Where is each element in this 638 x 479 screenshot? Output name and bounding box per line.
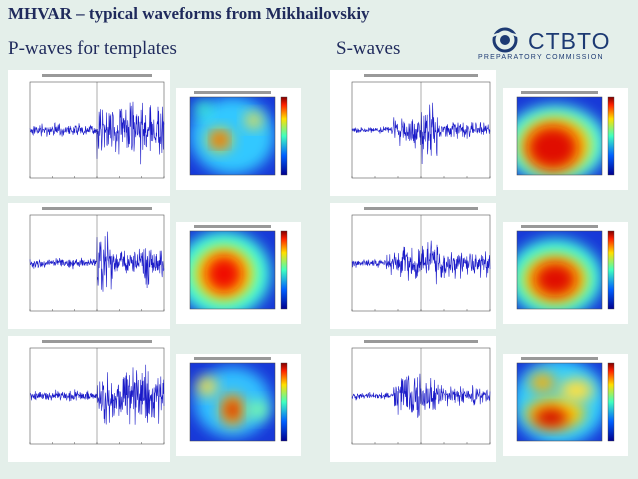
colorbar	[607, 230, 615, 310]
waveform-plot	[330, 70, 496, 196]
map-axes	[516, 230, 603, 310]
colorbar	[607, 362, 615, 442]
plot-caption	[42, 74, 152, 77]
map-axes	[189, 362, 276, 442]
plot-caption	[364, 207, 478, 210]
waveform-plot	[8, 336, 170, 462]
logo-mark	[488, 27, 522, 53]
plot-caption	[42, 207, 152, 210]
logo-name: CTBTO	[528, 28, 611, 54]
correlation-map	[503, 354, 628, 456]
map-axes	[189, 230, 276, 310]
plot-caption	[364, 74, 478, 77]
map-caption	[194, 225, 271, 228]
map-blob	[559, 378, 594, 402]
map-image	[517, 231, 602, 309]
map-axes	[516, 362, 603, 442]
map-blob	[205, 255, 243, 293]
map-blob	[194, 100, 212, 117]
map-image	[517, 97, 602, 175]
waveform-plot	[330, 336, 496, 462]
slide-title: MHVAR – typical waveforms from Mikhailov…	[8, 4, 370, 23]
left-heading: P-waves for templates	[8, 38, 177, 59]
plot-caption	[42, 340, 152, 343]
map-axes	[189, 96, 276, 176]
map-image	[190, 231, 275, 309]
map-caption	[521, 91, 598, 94]
map-caption	[194, 357, 271, 360]
map-blob	[527, 125, 579, 170]
map-blob	[245, 112, 263, 129]
map-blob	[196, 377, 218, 396]
colorbar	[280, 96, 288, 176]
map-blob	[213, 134, 226, 146]
correlation-map	[176, 222, 301, 324]
waveform-plot	[8, 203, 170, 329]
colorbar	[607, 96, 615, 176]
plot-caption	[364, 340, 478, 343]
correlation-map	[176, 88, 301, 190]
colorbar	[280, 230, 288, 310]
map-caption	[521, 357, 598, 360]
map-caption	[194, 91, 271, 94]
correlation-map	[176, 354, 301, 456]
correlation-map	[503, 222, 628, 324]
right-heading: S-waves	[336, 38, 401, 59]
correlation-map	[503, 88, 628, 190]
map-caption	[521, 225, 598, 228]
map-blob	[529, 373, 556, 392]
logo-subtitle: PREPARATORY COMMISSION	[478, 54, 604, 61]
waveform-plot	[330, 203, 496, 329]
map-image	[517, 363, 602, 441]
map-blob	[534, 408, 568, 427]
map-blob	[225, 400, 240, 420]
map-image	[190, 97, 275, 175]
map-blob	[534, 262, 577, 297]
map-image	[190, 363, 275, 441]
waveform-plot	[8, 70, 170, 196]
map-axes	[516, 96, 603, 176]
colorbar	[280, 362, 288, 442]
plot-frame	[330, 336, 496, 462]
map-blob	[247, 400, 269, 420]
